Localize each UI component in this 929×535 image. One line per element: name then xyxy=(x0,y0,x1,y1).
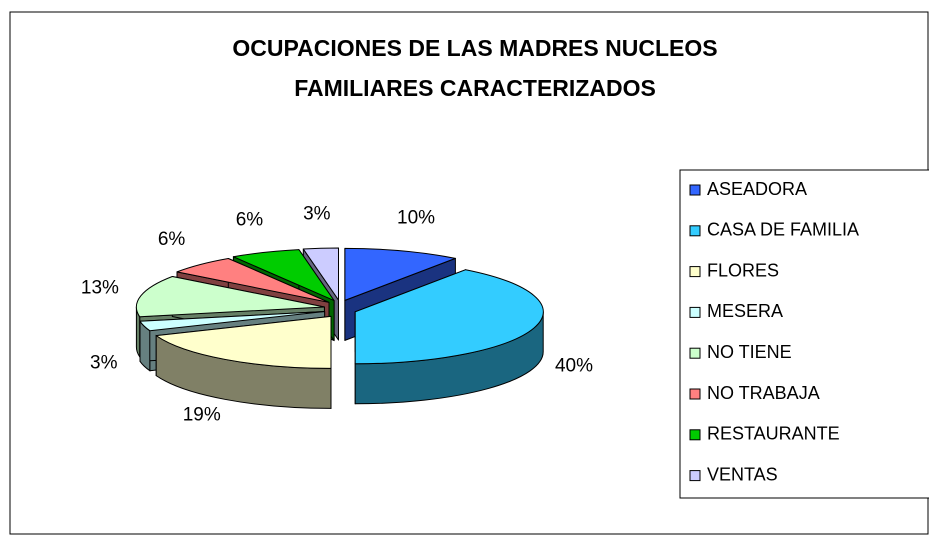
slice xyxy=(354,269,544,365)
data-label: 40% xyxy=(555,355,593,376)
legend-swatch xyxy=(689,266,701,278)
legend-swatch xyxy=(689,470,701,482)
legend-label: ASEADORA xyxy=(707,179,807,199)
data-label: 6% xyxy=(158,229,186,250)
legend-label: CASA DE FAMILIA xyxy=(707,220,859,240)
slice xyxy=(232,249,335,302)
legend-label: NO TRABAJA xyxy=(707,383,820,403)
data-label: 19% xyxy=(183,405,221,426)
legend-label: MESERA xyxy=(707,301,783,321)
data-label: 13% xyxy=(81,277,119,298)
legend-swatch xyxy=(689,184,701,196)
legend-swatch xyxy=(689,388,701,400)
legend-swatch xyxy=(689,225,701,237)
slice xyxy=(135,276,325,318)
data-label: 3% xyxy=(90,353,118,374)
slice xyxy=(155,315,332,369)
legend-swatch xyxy=(689,429,701,441)
chart-title: FAMILIARES CARACTERIZADOS xyxy=(294,75,656,101)
slice xyxy=(302,247,339,301)
data-label: 6% xyxy=(236,210,264,231)
legend-swatch xyxy=(689,347,701,359)
legend-swatch xyxy=(689,306,701,318)
legend-label: FLORES xyxy=(707,260,779,280)
legend-box xyxy=(679,169,929,499)
slice xyxy=(344,247,456,301)
data-label: 3% xyxy=(303,203,331,224)
chart-title: OCUPACIONES DE LAS MADRES NUCLEOS xyxy=(232,35,717,61)
slice xyxy=(139,311,326,332)
data-label: 10% xyxy=(397,208,435,229)
legend-label: RESTAURANTE xyxy=(707,424,840,444)
slice xyxy=(176,258,330,303)
legend-label: VENTAS xyxy=(707,464,778,484)
legend-label: NO TIENE xyxy=(707,342,792,362)
